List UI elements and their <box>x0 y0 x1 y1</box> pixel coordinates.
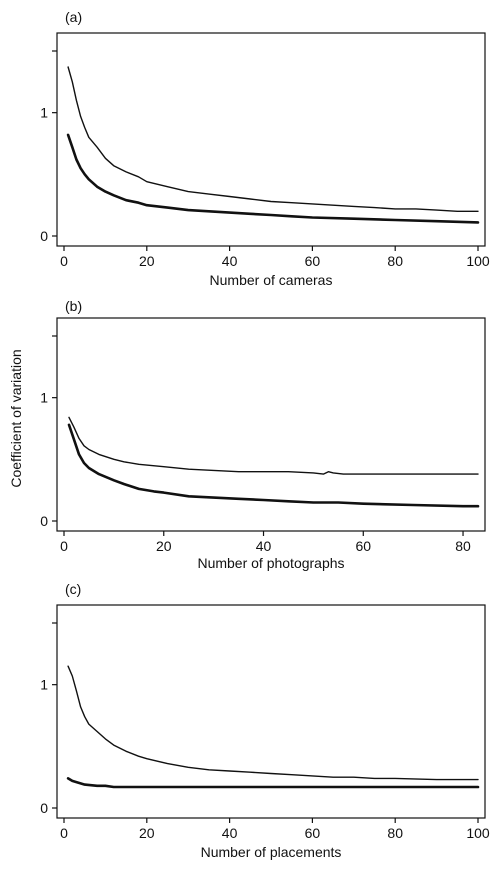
series-line-thick <box>67 423 480 508</box>
x-tick-label: 0 <box>60 253 68 269</box>
x-tick-label: 20 <box>139 825 155 841</box>
x-tick-label: 80 <box>455 538 471 554</box>
y-tick-label: 0 <box>40 513 48 529</box>
x-tick-label: 80 <box>387 825 403 841</box>
panel-label: (c) <box>65 581 81 597</box>
x-tick-label: 80 <box>387 253 403 269</box>
chart-panel-b: 0 20 40 60 80 0 1 (b) Number of photographs Coeff… <box>8 298 486 571</box>
x-tick-label: 100 <box>466 825 490 841</box>
series-line-thin <box>67 66 479 212</box>
y-tick-label: 0 <box>40 228 48 244</box>
x-tick-label: 0 <box>60 825 68 841</box>
y-tick-label: 1 <box>40 105 48 121</box>
x-tick-label: 60 <box>305 825 321 841</box>
x-tick-label: 20 <box>156 538 172 554</box>
x-tick-label: 60 <box>355 538 371 554</box>
x-axis-label: Number of photographs <box>197 555 344 571</box>
x-tick-label: 60 <box>305 253 321 269</box>
series-line-thin <box>67 665 479 781</box>
plot-frame <box>56 32 486 247</box>
y-axis-label: Coefficient of variation <box>8 349 24 487</box>
chart-panel-a: 0 20 40 60 80 100 0 1 (a) Number of cameras <box>40 9 490 288</box>
x-tick-label: 100 <box>466 253 490 269</box>
y-tick-label: 1 <box>40 677 48 693</box>
chart-panel-c: 0 20 40 60 80 100 0 1 (c) Number of placements <box>40 581 490 860</box>
y-tick-label: 0 <box>40 800 48 816</box>
panel-label: (a) <box>65 9 82 25</box>
y-tick-label: 1 <box>40 390 48 406</box>
x-tick-label: 40 <box>256 538 272 554</box>
series-line-thick <box>66 777 480 789</box>
plot-frame <box>56 604 486 819</box>
x-tick-label: 40 <box>222 253 238 269</box>
plot-frame <box>56 317 486 532</box>
x-axis-label: Number of cameras <box>210 272 333 288</box>
series-line-thick <box>66 133 480 224</box>
x-tick-label: 40 <box>222 825 238 841</box>
series-line-thin <box>68 416 479 475</box>
x-axis-label: Number of placements <box>201 844 342 860</box>
x-tick-label: 20 <box>139 253 155 269</box>
x-tick-label: 0 <box>60 538 68 554</box>
panel-label: (b) <box>65 298 82 314</box>
